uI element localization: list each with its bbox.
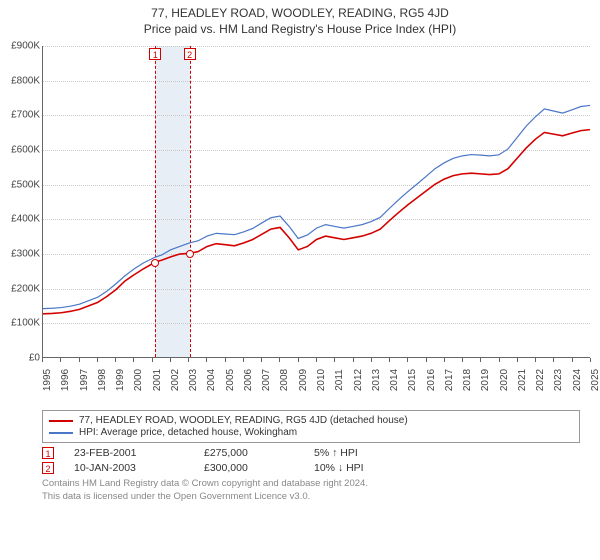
plot-area: 12 bbox=[42, 46, 590, 358]
x-tick-label: 2025 bbox=[590, 355, 600, 405]
transaction-date: 10-JAN-2003 bbox=[74, 462, 184, 474]
y-tick-label: £200K bbox=[0, 283, 40, 294]
transaction-price: £275,000 bbox=[204, 447, 294, 459]
transaction-row: 2 10-JAN-2003 £300,000 10% ↓ HPI bbox=[42, 462, 580, 474]
y-tick-label: £300K bbox=[0, 249, 40, 260]
y-tick-label: £700K bbox=[0, 110, 40, 121]
transaction-marker: 1 bbox=[149, 48, 161, 60]
y-tick-label: £500K bbox=[0, 179, 40, 190]
y-tick-label: £100K bbox=[0, 318, 40, 329]
legend-swatch bbox=[49, 432, 73, 434]
transaction-row-marker: 2 bbox=[42, 462, 54, 474]
legend-label: HPI: Average price, detached house, Woki… bbox=[79, 427, 297, 438]
transaction-point bbox=[186, 250, 194, 258]
line-plot-svg bbox=[43, 46, 590, 357]
legend-item: HPI: Average price, detached house, Woki… bbox=[49, 427, 573, 438]
footer-line-2: This data is licensed under the Open Gov… bbox=[42, 491, 580, 504]
transaction-point bbox=[151, 259, 159, 267]
footer-line-1: Contains HM Land Registry data © Crown c… bbox=[42, 478, 580, 491]
transaction-row-marker: 1 bbox=[42, 447, 54, 459]
x-axis-labels: 1995199619971998199920002001200220032004… bbox=[42, 358, 590, 408]
series-property bbox=[43, 130, 590, 314]
y-tick-label: £800K bbox=[0, 75, 40, 86]
transaction-date: 23-FEB-2001 bbox=[74, 447, 184, 459]
chart: £0 £100K £200K £300K £400K £500K £600K £700K £80… bbox=[0, 38, 600, 408]
y-tick-label: £900K bbox=[0, 41, 40, 52]
footer-attribution: Contains HM Land Registry data © Crown c… bbox=[42, 478, 580, 504]
chart-titles: 77, HEADLEY ROAD, WOODLEY, READING, RG5 … bbox=[0, 0, 600, 38]
transaction-marker: 2 bbox=[184, 48, 196, 60]
series-hpi bbox=[43, 105, 590, 308]
chart-title-1: 77, HEADLEY ROAD, WOODLEY, READING, RG5 … bbox=[0, 6, 600, 20]
legend-swatch bbox=[49, 420, 73, 422]
transaction-row: 1 23-FEB-2001 £275,000 5% ↑ HPI bbox=[42, 447, 580, 459]
transaction-hpi: 5% ↑ HPI bbox=[314, 447, 404, 459]
legend: 77, HEADLEY ROAD, WOODLEY, READING, RG5 … bbox=[42, 410, 580, 443]
y-tick-label: £400K bbox=[0, 214, 40, 225]
transactions-table: 1 23-FEB-2001 £275,000 5% ↑ HPI 2 10-JAN-2003… bbox=[42, 447, 580, 474]
chart-title-2: Price paid vs. HM Land Registry's House … bbox=[0, 22, 600, 36]
y-tick-label: £0 bbox=[0, 353, 40, 364]
y-tick-label: £600K bbox=[0, 145, 40, 156]
legend-item: 77, HEADLEY ROAD, WOODLEY, READING, RG5 … bbox=[49, 415, 573, 426]
transaction-hpi: 10% ↓ HPI bbox=[314, 462, 404, 474]
legend-label: 77, HEADLEY ROAD, WOODLEY, READING, RG5 … bbox=[79, 415, 408, 426]
transaction-price: £300,000 bbox=[204, 462, 294, 474]
